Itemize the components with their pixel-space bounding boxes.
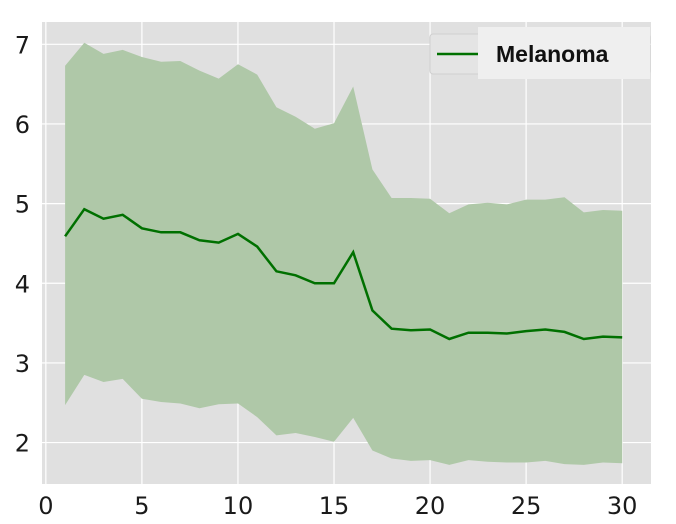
y-tick-label-5: 5 xyxy=(15,191,30,219)
band-melanoma xyxy=(65,42,623,465)
x-tick-label-10: 10 xyxy=(223,492,254,520)
x-tick-label-5: 5 xyxy=(134,492,149,520)
x-tick-label-15: 15 xyxy=(319,492,350,520)
x-tick-label-20: 20 xyxy=(415,492,446,520)
legend-box xyxy=(478,27,650,79)
y-tick-label-6: 6 xyxy=(15,111,30,139)
y-tick-label-4: 4 xyxy=(15,270,30,298)
line-melanoma xyxy=(64,207,623,341)
x-tick-label-0: 0 xyxy=(38,492,53,520)
legend: Melanoma xyxy=(429,27,651,79)
x-tick-label-25: 25 xyxy=(511,492,542,520)
legend-label-melanoma: Melanoma xyxy=(496,41,609,67)
x-tick-label-30: 30 xyxy=(607,492,638,520)
y-tick-label-2: 2 xyxy=(15,430,30,458)
tick-labels: 0 5 10 15 20 25 30 2 3 4 5 6 7 xyxy=(15,31,638,520)
y-tick-label-3: 3 xyxy=(15,350,30,378)
y-tick-label-7: 7 xyxy=(15,31,30,59)
